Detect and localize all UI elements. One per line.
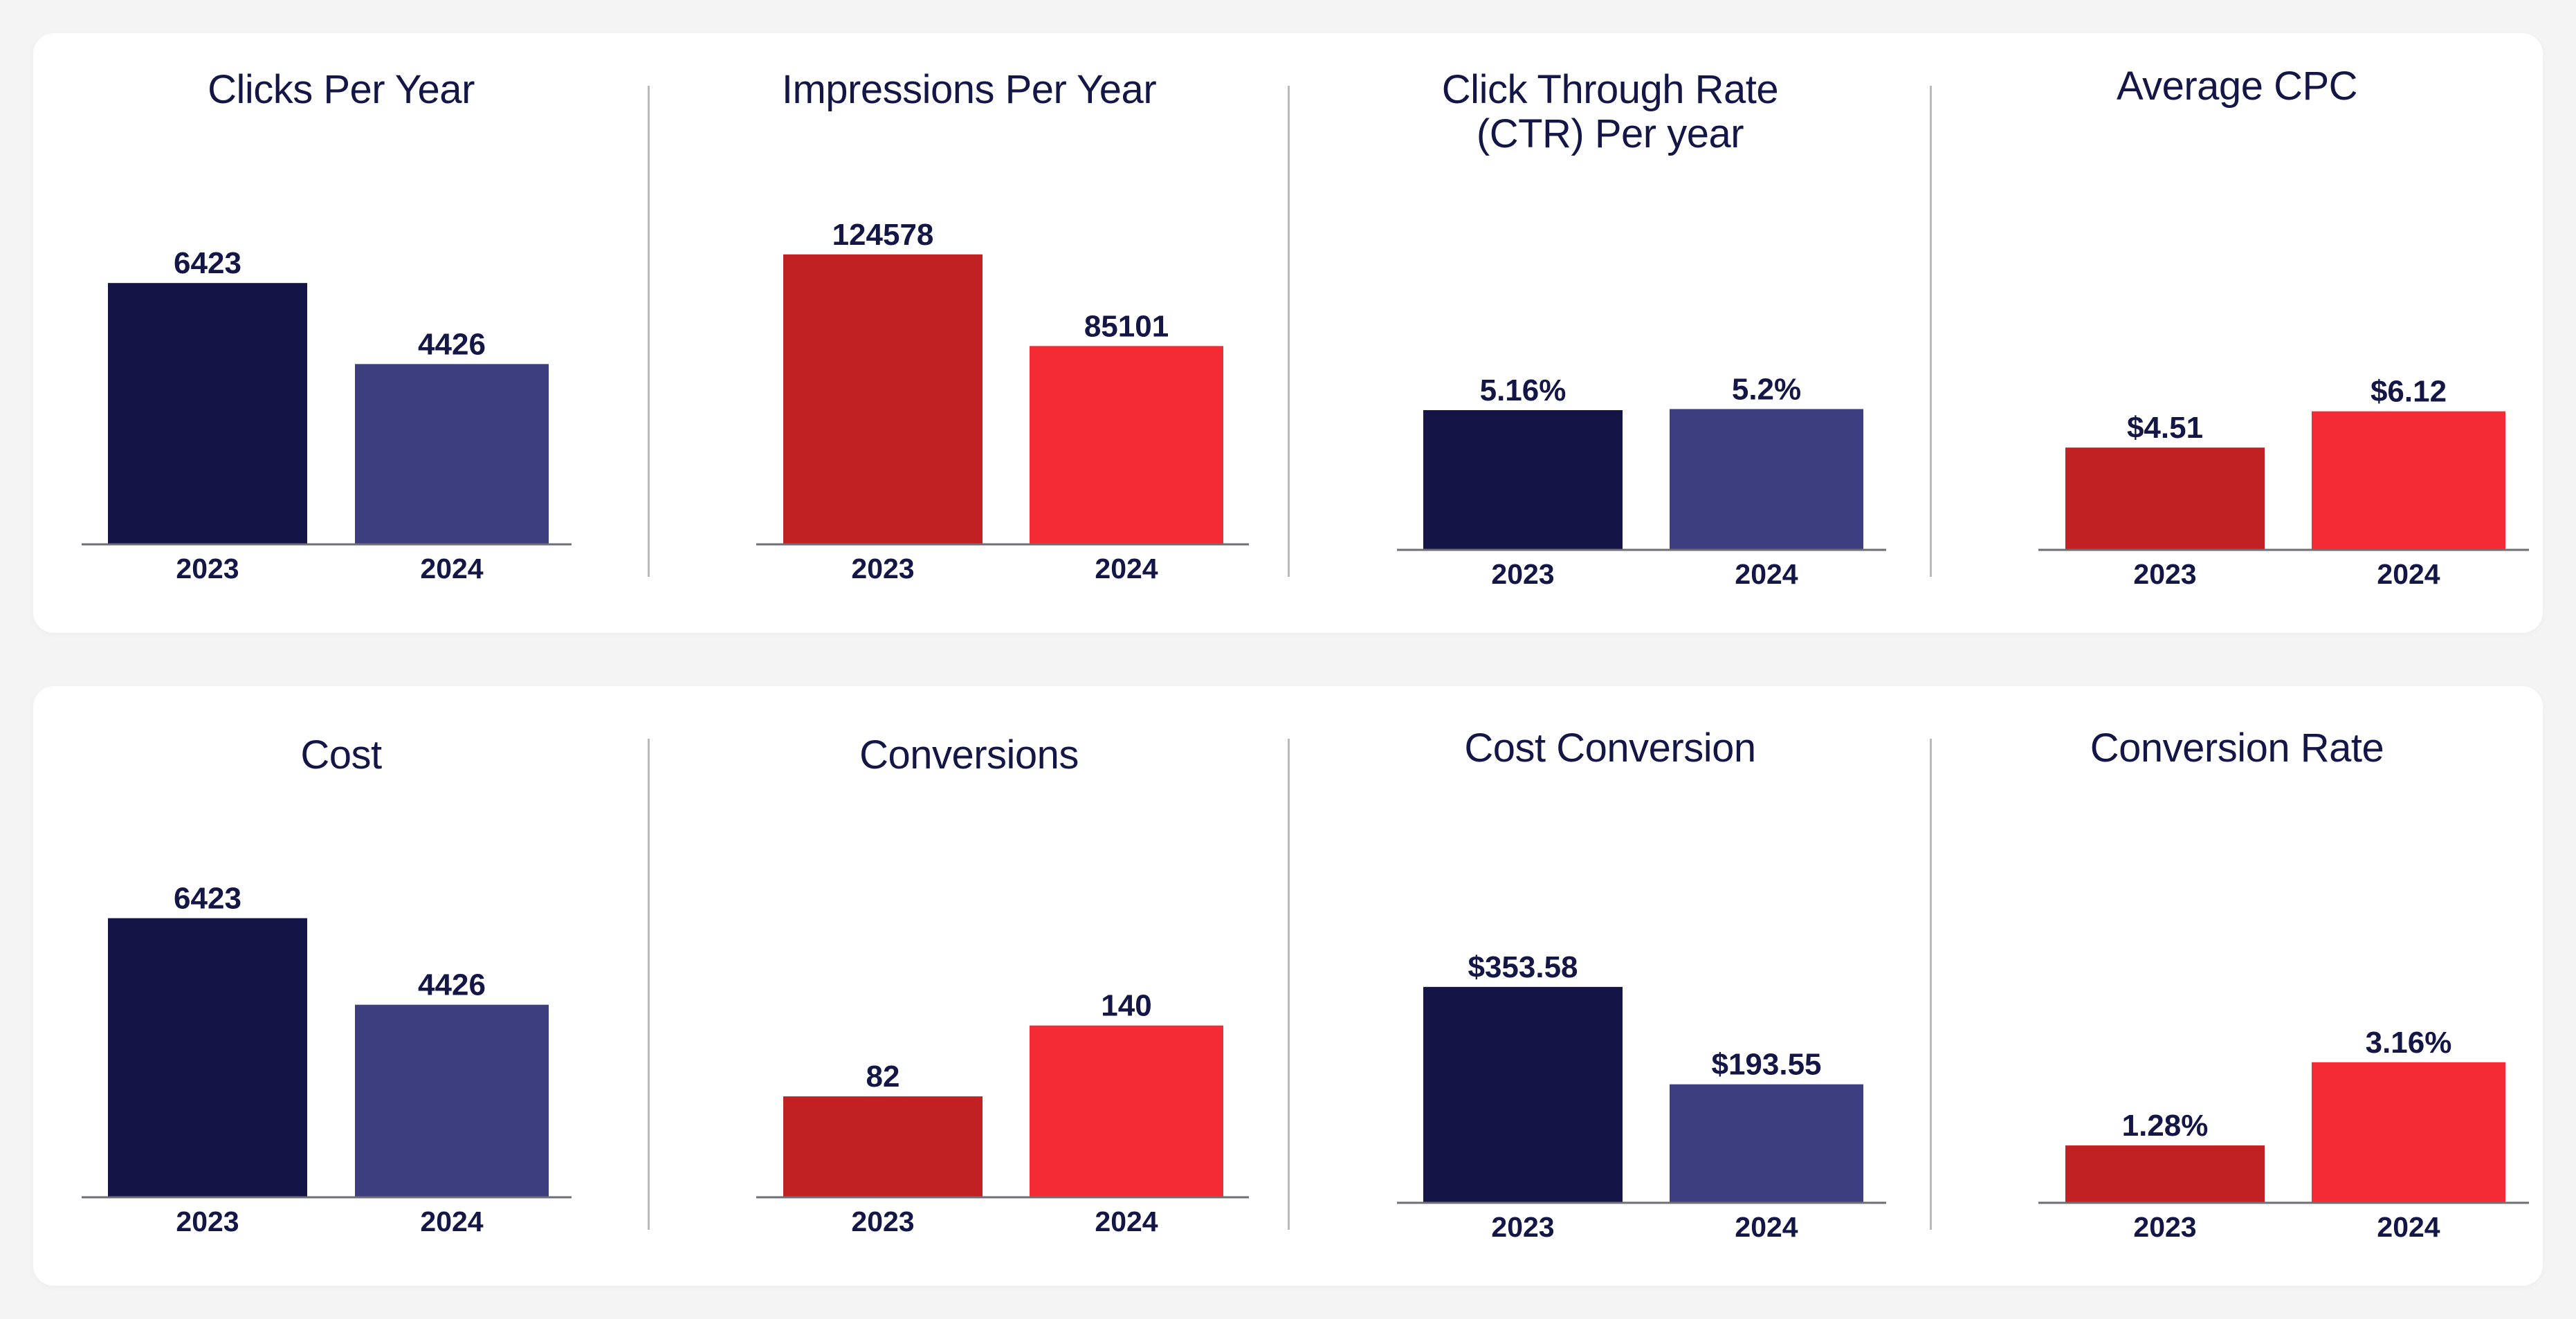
x-tick-label-2023: 2023 xyxy=(1491,1211,1554,1243)
chart-svg: $4.51 2023 $6.12 2024 xyxy=(2038,375,2529,590)
data-label-2024: 140 xyxy=(1101,989,1151,1023)
conversion-rate-chart: Conversion Rate 1.28% 2023 3.16% 2024 xyxy=(1931,686,2543,1286)
chart-title: Conversions xyxy=(859,732,1079,777)
impressions-per-year-chart: Impressions Per Year 124578 2023 85101 2024 xyxy=(649,33,1289,633)
bar-2023 xyxy=(108,283,307,544)
panel-divider xyxy=(648,739,650,1230)
x-tick-label-2024: 2024 xyxy=(1095,553,1158,584)
panel-divider xyxy=(1288,86,1290,577)
x-tick-label-2023: 2023 xyxy=(2133,558,2196,590)
chart-title: Impressions Per Year xyxy=(781,67,1157,112)
bar-2024 xyxy=(2312,1062,2505,1202)
chart-svg: 6423 2023 4426 2024 xyxy=(82,246,572,584)
chart-title: Conversion Rate xyxy=(2090,726,2384,771)
bar-2023 xyxy=(2065,448,2265,549)
chart-svg: 82 2023 140 2024 xyxy=(756,989,1249,1237)
chart-title: Cost Conversion xyxy=(1464,726,1756,771)
cost-conversion-chart: Cost Conversion $353.58 2023 $193.55 2024 xyxy=(1289,686,1931,1286)
chart-svg: 6423 2023 4426 2024 xyxy=(82,881,572,1237)
data-label-2024: $6.12 xyxy=(2371,375,2447,409)
chart-title: Cost xyxy=(300,732,382,777)
bar-2024 xyxy=(2312,411,2505,549)
chart-svg: 124578 2023 85101 2024 xyxy=(756,218,1249,584)
data-label-2023: $353.58 xyxy=(1468,950,1578,984)
average-cpc-chart: Average CPC $4.51 2023 $6.12 2024 xyxy=(1931,33,2543,633)
bar-2023 xyxy=(1423,986,1623,1202)
x-tick-label-2024: 2024 xyxy=(420,1206,483,1237)
data-label-2024: 3.16% xyxy=(2366,1026,2452,1060)
bar-2024 xyxy=(355,364,549,544)
x-tick-label-2024: 2024 xyxy=(1735,1211,1798,1243)
bar-2024 xyxy=(1030,1025,1223,1197)
bar-2023 xyxy=(783,254,983,544)
bar-2023 xyxy=(108,918,307,1197)
data-label-2023: 1.28% xyxy=(2122,1109,2209,1143)
bar-2024 xyxy=(1670,1084,1863,1202)
chart-title: Average CPC xyxy=(2116,64,2358,109)
bar-2024 xyxy=(1030,346,1223,544)
bottom-chart-card: Cost 6423 2023 4426 2024 Conversions 82 2023… xyxy=(33,686,2543,1286)
x-tick-label-2023: 2023 xyxy=(2133,1211,2196,1243)
data-label-2023: 6423 xyxy=(174,881,241,915)
panel-divider xyxy=(1288,739,1290,1230)
data-label-2023: 6423 xyxy=(174,246,241,280)
clicks-per-year-chart: Clicks Per Year 6423 2023 4426 2024 xyxy=(33,33,649,633)
x-tick-label-2024: 2024 xyxy=(1735,558,1798,590)
chart-svg: 5.16% 2023 5.2% 2024 xyxy=(1397,372,1886,590)
x-tick-label-2024: 2024 xyxy=(420,553,483,584)
cost-chart: Cost 6423 2023 4426 2024 xyxy=(33,686,649,1286)
bar-2024 xyxy=(1670,409,1863,549)
chart-title: Clicks Per Year xyxy=(208,67,475,112)
bar-2023 xyxy=(2065,1145,2265,1202)
x-tick-label-2024: 2024 xyxy=(2377,558,2440,590)
x-tick-label-2023: 2023 xyxy=(851,553,914,584)
x-tick-label-2023: 2023 xyxy=(851,1206,914,1237)
data-label-2024: 4426 xyxy=(418,327,486,361)
data-label-2024: 4426 xyxy=(418,968,486,1002)
chart-svg: 1.28% 2023 3.16% 2024 xyxy=(2038,1026,2529,1243)
x-tick-label-2023: 2023 xyxy=(176,553,239,584)
data-label-2024: 85101 xyxy=(1084,309,1169,343)
chart-svg: $353.58 2023 $193.55 2024 xyxy=(1397,950,1886,1243)
top-chart-card: Clicks Per Year 6423 2023 4426 2024 Impress… xyxy=(33,33,2543,633)
x-tick-label-2023: 2023 xyxy=(1491,558,1554,590)
data-label-2023: $4.51 xyxy=(2127,411,2203,445)
bar-2023 xyxy=(783,1096,983,1197)
conversions-chart: Conversions 82 2023 140 2024 xyxy=(649,686,1289,1286)
chart-title: Click Through Rate (CTR) Per year xyxy=(1441,67,1779,156)
data-label-2023: 5.16% xyxy=(1480,373,1566,407)
data-label-2024: 5.2% xyxy=(1732,372,1801,406)
panel-divider xyxy=(648,86,650,577)
panel-divider xyxy=(1930,739,1932,1230)
bar-2023 xyxy=(1423,409,1623,549)
data-label-2023: 124578 xyxy=(832,218,934,252)
data-label-2024: $193.55 xyxy=(1711,1048,1821,1082)
panel-divider xyxy=(1930,86,1932,577)
x-tick-label-2024: 2024 xyxy=(2377,1211,2440,1243)
bar-2024 xyxy=(355,1004,549,1197)
x-tick-label-2024: 2024 xyxy=(1095,1206,1158,1237)
ctr-per-year-chart: Click Through Rate (CTR) Per year 5.16% 2… xyxy=(1289,33,1931,633)
data-label-2023: 82 xyxy=(866,1060,900,1094)
x-tick-label-2023: 2023 xyxy=(176,1206,239,1237)
